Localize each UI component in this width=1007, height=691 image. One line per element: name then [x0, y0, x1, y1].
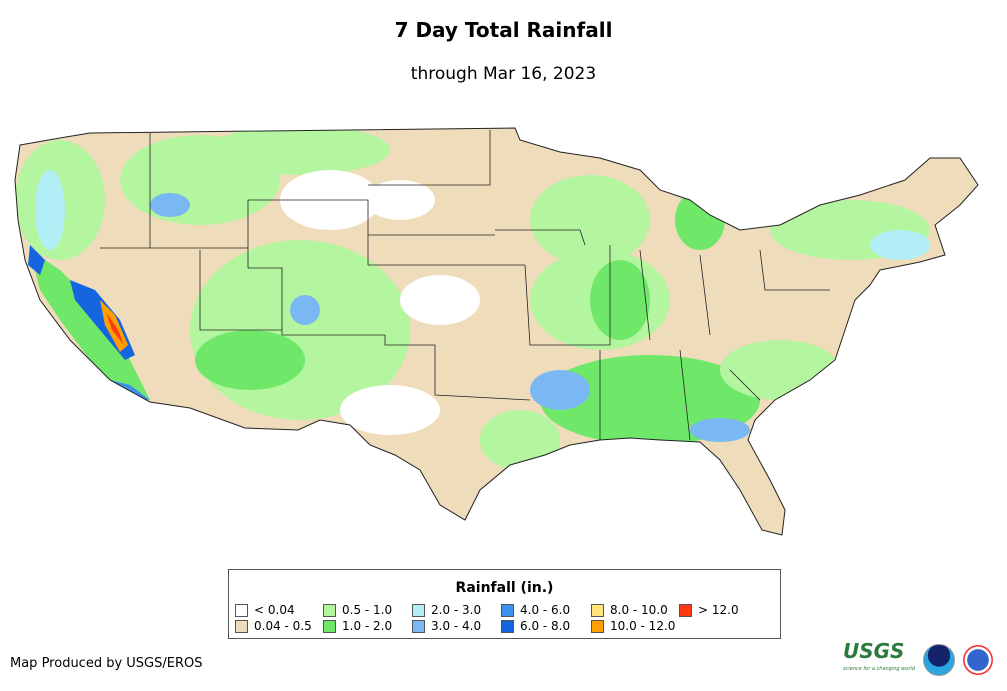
legend-label: < 0.04: [254, 603, 295, 617]
legend-label: 8.0 - 10.0: [610, 603, 668, 617]
legend-swatch: [412, 619, 425, 633]
legend-item: 3.0 - 4.0: [412, 619, 481, 633]
rain-areas: [15, 128, 930, 470]
legend-item: 6.0 - 8.0: [501, 619, 570, 633]
credit-text: Map Produced by USGS/EROS: [10, 656, 203, 671]
legend-swatch: [679, 603, 692, 617]
legend-item: 8.0 - 10.0: [591, 603, 668, 617]
legend-item: 4.0 - 6.0: [501, 603, 570, 617]
map-title: 7 Day Total Rainfall: [394, 18, 613, 42]
legend: Rainfall (in.) < 0.04 0.04 - 0.5 0.5 - 1.0…: [228, 569, 781, 639]
legend-label: 6.0 - 8.0: [520, 619, 571, 633]
legend-swatch: [501, 603, 514, 617]
legend-item: > 12.0: [679, 603, 739, 617]
agency-logos: USGS science for a changing world: [843, 639, 993, 678]
legend-label: 0.5 - 1.0: [342, 603, 393, 617]
legend-swatch: [412, 603, 425, 617]
legend-item: 10.0 - 12.0: [591, 619, 675, 633]
legend-label: 10.0 - 12.0: [610, 619, 676, 633]
noaa-logo: [922, 644, 955, 676]
legend-label: 1.0 - 2.0: [342, 619, 393, 633]
legend-item: 1.0 - 2.0: [323, 619, 392, 633]
map-subtitle: through Mar 16, 2023: [410, 64, 597, 84]
usgs-logo: USGS science for a changing world: [843, 639, 915, 672]
legend-item: < 0.04: [235, 603, 295, 617]
legend-swatch: [591, 603, 604, 617]
legend-item: 0.04 - 0.5: [235, 619, 312, 633]
legend-label: 4.0 - 6.0: [520, 603, 571, 617]
legend-title: Rainfall (in.): [455, 580, 554, 596]
legend-label: 0.04 - 0.5: [254, 619, 312, 633]
legend-swatch: [323, 603, 336, 617]
legend-swatch: [235, 603, 248, 617]
legend-item: 2.0 - 3.0: [412, 603, 481, 617]
legend-item: 0.5 - 1.0: [323, 603, 392, 617]
rainfall-map: [14, 127, 979, 536]
legend-label: 2.0 - 3.0: [431, 603, 482, 617]
legend-swatch: [501, 619, 514, 633]
legend-swatch: [235, 619, 248, 633]
legend-swatch: [323, 619, 336, 633]
state-borders: [100, 130, 830, 441]
legend-swatch: [591, 619, 604, 633]
legend-label: > 12.0: [698, 603, 739, 617]
nws-logo: [962, 645, 993, 675]
legend-label: 3.0 - 4.0: [431, 619, 482, 633]
